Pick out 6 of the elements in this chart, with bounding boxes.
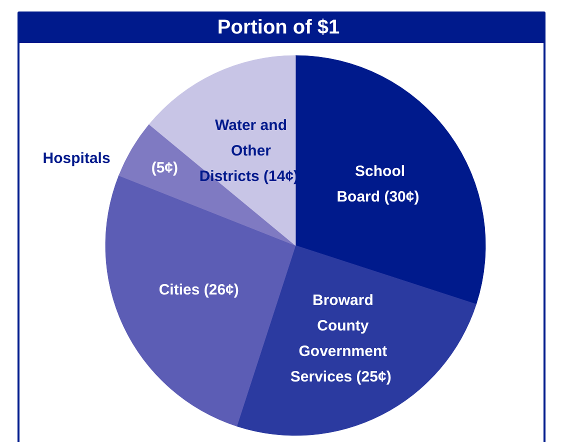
chart-title: Portion of $1 — [217, 16, 340, 38]
slice-label: Cities (26¢) — [158, 281, 239, 298]
slice-label: Broward County Government Services (25¢) — [290, 292, 392, 386]
data-label: (5¢) — [151, 160, 178, 177]
slice-label: Hospitals — [42, 150, 110, 167]
slice-label: School Board (30¢) — [336, 162, 420, 206]
